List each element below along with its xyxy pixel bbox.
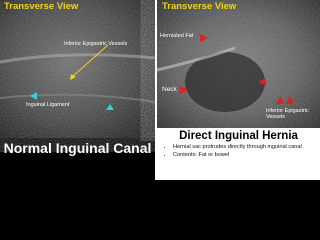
arrowhead [70, 74, 76, 80]
annotation: Inferior Epigastric Vessels [266, 108, 309, 120]
red-arrow [180, 86, 188, 94]
annotation: Herniated Fat [160, 33, 194, 39]
screen: Transverse View Inferior Epigastric Vess… [0, 0, 320, 180]
fascia-line [0, 93, 156, 103]
bullet: Contents: Fat or bowel [173, 152, 320, 159]
bullet-list: Hernial sac protrudes directly through i… [157, 144, 320, 159]
red-arrow [200, 34, 208, 42]
fascia-line [0, 53, 156, 64]
caption-box: Direct Inguinal Hernia Hernial sac protr… [157, 128, 320, 180]
annotation: Inguinal Ligament [26, 102, 70, 108]
red-arrow [258, 78, 266, 86]
caption-title: Direct Inguinal Hernia [179, 130, 298, 142]
red-arrow [276, 96, 284, 104]
divider [155, 0, 157, 180]
view-title: Transverse View [162, 1, 237, 12]
annotation: Neck [162, 86, 177, 93]
red-arrow [286, 96, 294, 104]
ultrasound-images [0, 0, 320, 180]
caption: Normal Inguinal Canal [3, 140, 152, 156]
pointer-line [71, 44, 109, 78]
fascia-line [156, 46, 236, 72]
bullet: Hernial sac protrudes directly through i… [173, 144, 320, 151]
left-speckle [0, 0, 155, 138]
cyan-marker [30, 92, 37, 100]
hernia-sac [185, 52, 265, 112]
annotation: Inferior Epigastric Vessels [64, 41, 128, 47]
view-title: Transverse View [4, 1, 79, 12]
cyan-marker [106, 104, 114, 110]
